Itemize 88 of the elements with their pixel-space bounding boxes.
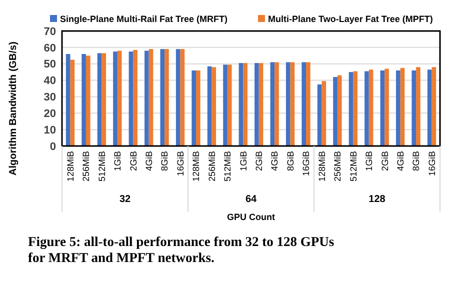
x-tick-label: 128MiB: [65, 151, 76, 182]
bar: [412, 70, 416, 146]
bar: [82, 54, 86, 146]
bar: [337, 75, 342, 146]
bar: [396, 70, 400, 146]
x-tick-label: 4GiB: [144, 151, 154, 172]
bar: [133, 50, 138, 146]
bar: [66, 54, 70, 146]
bar: [400, 68, 405, 146]
bar: [227, 64, 232, 146]
bar: [317, 84, 322, 146]
bar: [368, 70, 374, 146]
bar: [427, 70, 432, 146]
text: 64: [245, 194, 257, 205]
x-tick-label: 256MiB: [206, 151, 217, 182]
legend-label: Multi-Plane Two-Layer Fat Tree (MPFT): [268, 14, 433, 24]
x-tick-label: 512MiB: [96, 151, 107, 182]
x-tick-label: 1GiB: [364, 151, 374, 172]
x-tick-label: 128MiB: [191, 151, 202, 182]
y-tick-label: 40: [44, 75, 56, 88]
x-tick-label: 256MiB: [81, 151, 92, 182]
x-tick-label: 1GiB: [112, 151, 123, 172]
bar: [306, 62, 310, 146]
bar: [353, 71, 358, 146]
y-tick-label: 20: [44, 108, 56, 120]
bar: [384, 68, 389, 146]
bar: [207, 66, 212, 146]
bar: [380, 70, 385, 146]
x-tick-label: 8GiB: [411, 151, 422, 172]
bar: [286, 62, 290, 146]
bar: [128, 52, 134, 146]
bar: [238, 63, 244, 146]
bar: [333, 77, 338, 146]
text: 128: [368, 194, 386, 205]
x-tick-label: 2GiB: [128, 151, 138, 172]
bar: [164, 49, 169, 146]
bar: [97, 53, 102, 146]
x-tick-label: 256MiB: [332, 151, 343, 182]
bar: [160, 49, 165, 146]
x-tick-label: 128MiB: [316, 151, 327, 182]
bar: [348, 72, 354, 146]
x-tick-label: 2GiB: [254, 151, 264, 172]
bar: [432, 67, 436, 146]
bar: [290, 62, 295, 146]
x-tick-label: 16GiB: [301, 151, 312, 176]
bar: [212, 67, 216, 146]
bar: [270, 62, 275, 146]
bar: [144, 50, 149, 146]
x-tick-label: 512MiB: [222, 151, 233, 182]
x-tick-label: 2GiB: [380, 151, 390, 172]
x-tick-label: 1GiB: [238, 151, 248, 172]
bar: [180, 49, 185, 146]
text: 32: [119, 194, 131, 205]
bar: [113, 52, 118, 146]
y-tick-label: 0: [50, 140, 56, 153]
bar: [243, 63, 248, 146]
y-axis-title: Algorithm Bandwidth (GB/s): [8, 42, 19, 176]
x-axis-title: GPU Count: [227, 212, 275, 222]
bar: [70, 60, 75, 146]
x-tick-label: 16GiB: [175, 151, 186, 176]
x-tick-label: 8GiB: [160, 151, 170, 172]
y-tick-label: 70: [44, 26, 56, 38]
bar: [364, 71, 369, 146]
x-tick-label: 512MiB: [348, 151, 358, 182]
x-tick-label: 4GiB: [270, 151, 280, 172]
bar: [176, 49, 180, 146]
bar: [322, 81, 326, 146]
x-tick-label: 8GiB: [285, 151, 296, 172]
y-tick-label: 10: [44, 124, 56, 136]
bar: [117, 50, 122, 146]
y-tick-label: 50: [44, 58, 56, 71]
bar: [223, 64, 228, 146]
y-tick-label: 60: [44, 42, 56, 54]
caption: Figure 5: all-to-all performance from 32 to 128 GPUs for MRFT and MPFT networks.: [28, 234, 334, 265]
bar: [254, 63, 259, 146]
bar: [192, 70, 196, 146]
x-tick-label: 4GiB: [395, 151, 406, 172]
bar: [274, 62, 279, 146]
bar: [258, 63, 264, 146]
bar: [148, 49, 154, 146]
bar: [102, 53, 106, 146]
bar: [416, 67, 420, 146]
x-tick-label: 16GiB: [426, 151, 437, 176]
bar: [86, 56, 90, 146]
legend-label: Single-Plane Multi-Rail Fat Tree (MRFT): [60, 14, 228, 24]
bar: [196, 70, 200, 146]
y-tick-label: 30: [44, 92, 56, 104]
bar: [302, 62, 306, 146]
